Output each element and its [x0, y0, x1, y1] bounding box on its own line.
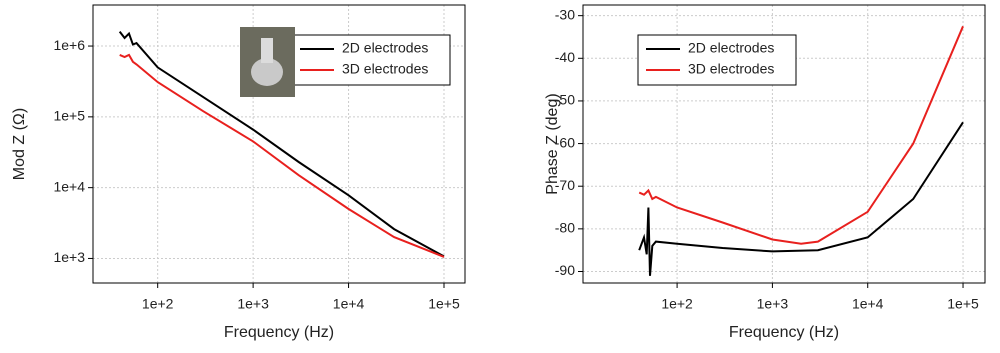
data-line	[118, 30, 445, 258]
inset-photo-object	[251, 58, 283, 86]
data-line	[638, 121, 964, 276]
y-tick-label: 1e+5	[53, 108, 85, 124]
x-axis-title: Frequency (Hz)	[224, 324, 334, 341]
legend-box	[291, 34, 451, 86]
legend-label: 3D electrodes	[688, 61, 774, 77]
y-tick-label: -40	[555, 49, 575, 65]
plot-frame	[582, 4, 986, 284]
legend-label: 3D electrodes	[342, 61, 428, 77]
y-tick-label: -90	[555, 262, 575, 278]
y-tick-label: -60	[555, 134, 575, 150]
data-line	[119, 53, 445, 258]
x-tick-label: 1e+2	[661, 296, 693, 312]
y-tick-label: -50	[555, 92, 575, 108]
x-tick-label: 1e+5	[947, 296, 979, 312]
x-tick-label: 1e+3	[757, 296, 789, 312]
y-tick-label: -30	[555, 6, 575, 22]
y-tick-label: -70	[555, 177, 575, 193]
x-axis-title: Frequency (Hz)	[729, 324, 839, 341]
x-tick-label: 1e+3	[237, 296, 269, 312]
y-tick-label: 1e+3	[53, 249, 85, 265]
data-line	[638, 25, 964, 245]
legend-box	[637, 34, 797, 86]
y-tick-label: 1e+4	[53, 178, 85, 194]
legend-label: 2D electrodes	[688, 40, 774, 56]
legend-label: 2D electrodes	[342, 40, 428, 56]
inset-photo-object	[261, 38, 273, 63]
y-tick-label: -80	[555, 220, 575, 236]
x-tick-label: 1e+4	[333, 296, 365, 312]
x-tick-label: 1e+4	[852, 296, 884, 312]
x-tick-label: 1e+5	[428, 296, 460, 312]
x-tick-label: 1e+2	[142, 296, 174, 312]
y-axis-title: Mod Z (Ω)	[11, 108, 28, 180]
y-tick-label: 1e+6	[53, 37, 85, 53]
y-axis-title: Phase Z (deg)	[544, 93, 561, 194]
plot-frame	[92, 4, 466, 284]
